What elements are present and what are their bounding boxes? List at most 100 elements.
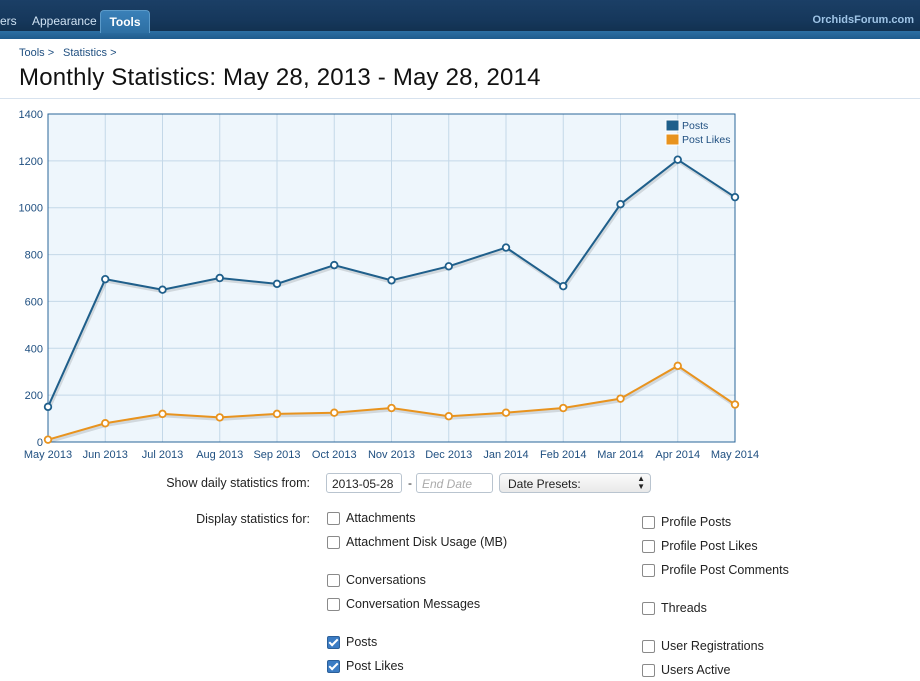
data-point	[158, 409, 167, 419]
x-tick-label: Aug 2013	[196, 449, 243, 461]
checkbox-unchecked[interactable]	[642, 539, 655, 553]
y-tick-label: 1400	[19, 109, 43, 121]
checkbox-label: Threads	[661, 601, 707, 615]
checkbox-unchecked[interactable]	[642, 663, 655, 677]
checkbox-label: Posts	[346, 635, 378, 649]
monthly-statistics-chart: 0 200 400 600 800 1000 1200 1400 May 2013 Jun 201…	[19, 109, 760, 461]
data-point	[272, 409, 282, 419]
date-presets-label: Date Presets:	[508, 477, 581, 491]
checkbox-item[interactable]: Users Active	[642, 663, 730, 677]
y-tick-label: 200	[25, 390, 43, 402]
checkbox-unchecked[interactable]	[642, 639, 655, 653]
data-point	[43, 402, 53, 412]
x-tick-label: Sep 2013	[253, 449, 300, 461]
legend-label: Posts	[682, 120, 708, 132]
legend-swatch	[665, 133, 680, 146]
checkbox-label: User Registrations	[661, 639, 764, 653]
y-tick-label: 0	[37, 437, 43, 449]
page-title: Monthly Statistics: May 28, 2013 - May 2…	[19, 64, 541, 91]
data-point	[501, 243, 511, 252]
x-tick-label: May 2014	[711, 449, 759, 461]
title-divider	[0, 98, 920, 99]
date-presets-select[interactable]: Date Presets: ▲ ▼	[499, 473, 651, 493]
x-tick-label: Mar 2014	[597, 449, 643, 461]
data-point	[215, 413, 224, 422]
site-home-link[interactable]: OrchidsForum.com	[812, 14, 914, 26]
checkbox-item[interactable]: User Registrations	[642, 639, 764, 653]
checkbox-item[interactable]: Threads	[642, 601, 707, 615]
data-point	[272, 279, 282, 289]
checkbox-unchecked[interactable]	[327, 511, 340, 525]
x-tick-label: Jul 2013	[142, 449, 184, 461]
checkbox-item[interactable]: Profile Posts	[642, 515, 731, 529]
data-point	[215, 273, 224, 283]
legend-label: Post Likes	[682, 134, 730, 146]
tab-appearance[interactable]: Appearance	[32, 14, 97, 28]
checkbox-unchecked[interactable]	[327, 597, 340, 611]
date-range-dash: -	[408, 476, 412, 490]
data-point	[101, 274, 110, 284]
nav-strip	[0, 31, 920, 39]
checkbox-item[interactable]: Profile Post Likes	[642, 539, 758, 553]
data-point	[330, 408, 339, 417]
checkbox-item[interactable]: Post Likes	[327, 659, 404, 673]
data-point	[387, 276, 396, 285]
checkbox-item[interactable]: Posts	[327, 635, 377, 649]
checkbox-item[interactable]: Conversations	[327, 573, 426, 587]
tab-users[interactable]: ers	[0, 14, 17, 28]
plot-border	[47, 113, 736, 443]
data-point	[730, 192, 740, 202]
top-navigation-bar: ers Appearance Tools OrchidsForum.com	[0, 0, 920, 39]
data-point	[444, 412, 453, 421]
display-statistics-label: Display statistics for:	[196, 512, 310, 526]
data-point	[330, 260, 339, 270]
end-date-field[interactable]: End Date	[416, 473, 493, 493]
x-tick-label: Nov 2013	[368, 449, 415, 461]
checkbox-item[interactable]: Conversation Messages	[327, 597, 480, 611]
data-point	[387, 403, 396, 413]
data-point	[730, 400, 740, 409]
data-point	[673, 155, 682, 164]
breadcrumb-statistics[interactable]: Statistics >	[63, 47, 117, 59]
data-point	[559, 403, 568, 413]
checkbox-label: Conversations	[346, 573, 426, 587]
data-point	[559, 281, 568, 291]
checkbox-label: Post Likes	[346, 659, 404, 673]
checkbox-label: Attachment Disk Usage (MB)	[346, 535, 508, 549]
legend-swatch	[665, 119, 680, 132]
checkbox-unchecked[interactable]	[327, 573, 340, 587]
data-point	[616, 394, 625, 403]
start-date-field[interactable]: 2013-05-28	[326, 473, 402, 493]
checkbox-label: Conversation Messages	[346, 597, 481, 611]
data-point	[444, 262, 453, 271]
x-tick-label: Dec 2013	[425, 449, 472, 461]
checkbox-unchecked[interactable]	[642, 601, 655, 615]
x-tick-label: Jun 2013	[83, 449, 128, 461]
select-arrows-icon: ▲ ▼	[637, 474, 645, 491]
checkbox-label: Profile Post Comments	[661, 563, 789, 577]
data-point	[501, 408, 511, 417]
tab-tools[interactable]: Tools	[100, 10, 150, 33]
data-point	[101, 419, 110, 428]
checkbox-item[interactable]: Profile Post Comments	[642, 563, 789, 577]
x-tick-label: Oct 2013	[312, 449, 357, 461]
breadcrumb-tools[interactable]: Tools >	[19, 47, 55, 59]
y-tick-label: 1200	[19, 156, 43, 168]
y-tick-label: 600	[25, 296, 43, 308]
data-point	[673, 361, 682, 371]
checkbox-checked[interactable]	[327, 635, 340, 649]
x-tick-label: Jan 2014	[483, 449, 528, 461]
checkbox-label: Users Active	[661, 663, 731, 677]
data-point	[158, 285, 167, 294]
checkbox-checked[interactable]	[327, 659, 340, 673]
y-tick-label: 400	[25, 343, 43, 355]
daily-statistics-label: Show daily statistics from:	[166, 476, 310, 490]
x-tick-label: Feb 2014	[540, 449, 586, 461]
checkbox-unchecked[interactable]	[642, 563, 655, 577]
checkbox-unchecked[interactable]	[327, 535, 340, 549]
checkbox-unchecked[interactable]	[642, 515, 655, 529]
data-point	[616, 199, 625, 209]
checkbox-item[interactable]: Attachments	[327, 511, 415, 525]
checkbox-item[interactable]: Attachment Disk Usage (MB)	[327, 535, 507, 549]
x-tick-label: Apr 2014	[655, 449, 700, 461]
